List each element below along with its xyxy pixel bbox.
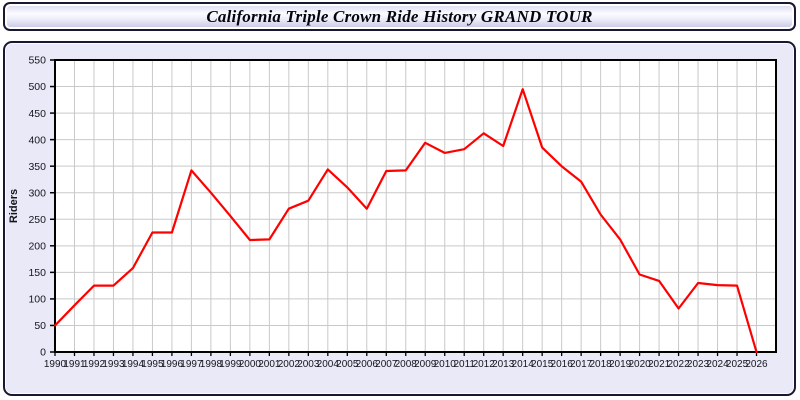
x-tick-label: 2026 [745, 359, 768, 370]
x-tick-label: 1990 [44, 359, 67, 370]
x-tick-label: 2001 [258, 359, 281, 370]
y-tick-label: 200 [28, 241, 46, 253]
x-tick-label: 2012 [473, 359, 496, 370]
title-bar: California Triple Crown Ride History GRA… [3, 2, 796, 31]
x-tick-label: 2007 [375, 359, 398, 370]
y-tick-label: 150 [28, 267, 46, 279]
x-tick-label: 2018 [589, 359, 612, 370]
x-tick-label: 1991 [63, 359, 86, 370]
y-tick-label: 350 [28, 161, 46, 173]
x-tick-label: 2017 [570, 359, 593, 370]
y-tick-label: 300 [28, 187, 46, 199]
x-tick-label: 2004 [317, 359, 340, 370]
x-tick-label: 1997 [180, 359, 203, 370]
x-tick-label: 2006 [356, 359, 379, 370]
x-tick-label: 2015 [531, 359, 554, 370]
y-tick-label: 50 [34, 320, 46, 332]
x-tick-label: 1994 [122, 359, 145, 370]
y-axis-title: Riders [8, 189, 20, 223]
x-tick-label: 2019 [609, 359, 632, 370]
y-tick-label: 400 [28, 134, 46, 146]
x-tick-label: 1998 [200, 359, 223, 370]
x-tick-label: 2009 [414, 359, 437, 370]
chart-title: California Triple Crown Ride History GRA… [206, 6, 593, 26]
x-tick-label: 2022 [667, 359, 690, 370]
x-tick-label: 2005 [336, 359, 359, 370]
x-tick-label: 2000 [239, 359, 262, 370]
x-tick-label: 2010 [434, 359, 457, 370]
x-tick-label: 2013 [492, 359, 515, 370]
x-tick-label: 1995 [141, 359, 164, 370]
x-tick-label: 2021 [648, 359, 671, 370]
x-tick-label: 2003 [297, 359, 320, 370]
y-tick-label: 250 [28, 214, 46, 226]
x-tick-label: 2020 [628, 359, 651, 370]
x-tick-label: 2025 [726, 359, 749, 370]
x-tick-label: 2024 [706, 359, 729, 370]
ride-history-line-chart: 1990199119921993199419951996199719981999… [8, 55, 777, 370]
y-tick-label: 100 [28, 294, 46, 306]
x-tick-label: 1999 [219, 359, 242, 370]
x-tick-label: 1993 [102, 359, 125, 370]
y-tick-label: 0 [40, 347, 46, 359]
x-tick-label: 2014 [512, 359, 535, 370]
x-tick-label: 1992 [83, 359, 106, 370]
y-tick-label: 500 [28, 81, 46, 93]
x-tick-label: 2016 [551, 359, 574, 370]
chart-panel: 1990 1991 1992 1993 1994 1995 1996 1997 1998 1999… [3, 41, 796, 396]
x-tick-label: 2002 [278, 359, 301, 370]
x-tick-label: 2023 [687, 359, 710, 370]
plot-frame [54, 59, 777, 353]
x-tick-label: 2011 [453, 359, 475, 370]
y-tick-label: 550 [28, 55, 46, 67]
x-tick-label: 2008 [395, 359, 418, 370]
plot-background [55, 60, 776, 352]
y-tick-label: 450 [28, 108, 46, 120]
riders-data-line [53, 88, 758, 354]
x-tick-label: 1996 [161, 359, 184, 370]
